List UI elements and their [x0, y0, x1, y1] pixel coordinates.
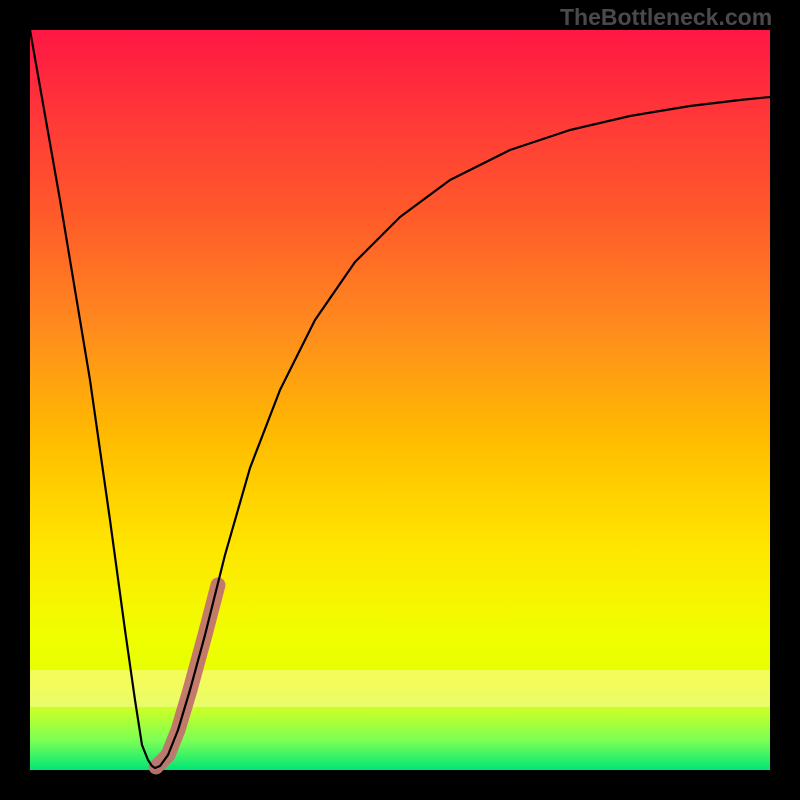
highlight-segment	[156, 585, 218, 767]
chart-container: TheBottleneck.com	[0, 0, 800, 800]
watermark-text: TheBottleneck.com	[560, 4, 772, 31]
curve-layer	[0, 0, 800, 800]
main-curve	[30, 30, 770, 768]
